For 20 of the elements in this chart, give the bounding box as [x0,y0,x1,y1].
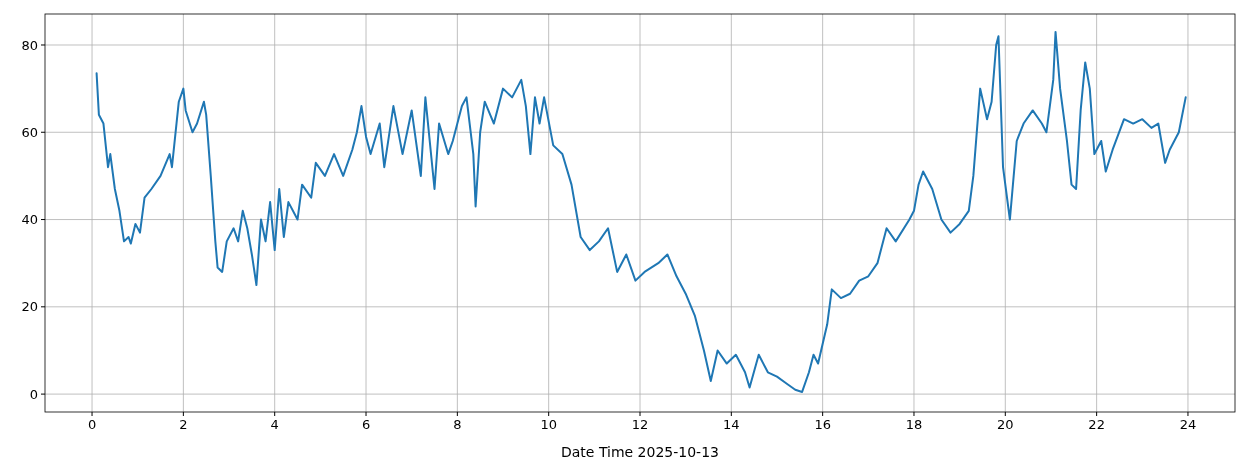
x-tick-label: 12 [631,417,649,432]
y-tick-label: 40 [21,212,38,228]
x-tick-label: 20 [997,417,1014,432]
x-tick-label: 2 [179,417,188,432]
x-tick-label: 4 [270,417,279,432]
x-tick-label: 0 [87,417,97,432]
x-tick-label: 8 [453,417,462,432]
x-axis-title: Date Time 2025-10-13 [561,444,719,460]
y-tick-label: 80 [21,37,38,53]
x-tick-label: 16 [814,417,831,432]
line-series [95,30,1187,393]
x-tick-label: 22 [1088,417,1105,432]
y-tick-label: 20 [21,299,38,315]
x-tick-label: 24 [1179,417,1197,432]
y-tick-label: 0 [29,386,38,402]
y-tick-label: 60 [21,124,38,140]
x-tick-label: 18 [905,417,923,432]
x-tick-label: 14 [723,417,740,432]
x-tick-label: 10 [540,417,557,432]
x-tick-label: 6 [361,417,371,432]
